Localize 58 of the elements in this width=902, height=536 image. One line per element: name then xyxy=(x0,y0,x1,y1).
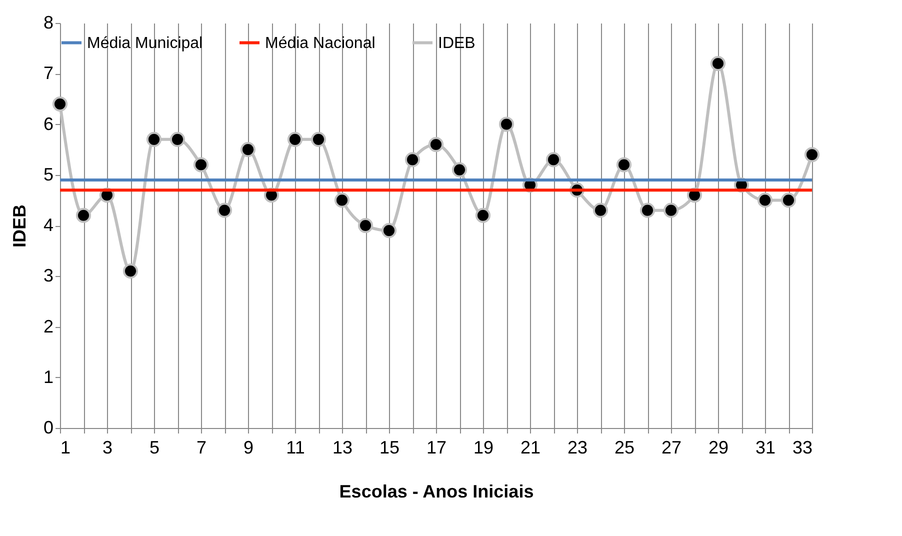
point xyxy=(757,192,773,208)
point xyxy=(592,202,608,218)
x-tick-label: 27 xyxy=(661,438,682,458)
point xyxy=(452,162,468,178)
point xyxy=(381,223,397,238)
point xyxy=(428,136,444,152)
y-tick-label: 6 xyxy=(43,114,54,134)
x-tick-label: 19 xyxy=(473,438,494,458)
x-tick-label: 9 xyxy=(243,438,254,458)
point xyxy=(404,152,420,168)
x-tick-label: 11 xyxy=(286,438,305,458)
point xyxy=(310,132,326,147)
point xyxy=(122,264,138,279)
x-tick-label: 1 xyxy=(60,438,71,458)
point xyxy=(546,152,562,168)
x-tick-label: 33 xyxy=(792,438,812,458)
y-tick-label: 3 xyxy=(43,266,54,286)
point xyxy=(780,192,796,208)
point xyxy=(240,142,256,158)
point xyxy=(640,202,656,218)
point xyxy=(358,218,374,234)
y-tick-label: 4 xyxy=(43,215,54,235)
x-tick-label: 31 xyxy=(755,438,776,458)
point xyxy=(76,208,92,223)
point xyxy=(52,96,68,112)
point xyxy=(475,208,491,223)
y-tick-label: 7 xyxy=(43,63,54,84)
point xyxy=(804,147,820,162)
y-tick-label: 1 xyxy=(43,366,54,387)
y-tick-label: 5 xyxy=(43,164,54,184)
x-tick-label: 21 xyxy=(520,438,541,458)
point xyxy=(710,56,726,72)
legend-label: Média Municipal xyxy=(87,34,203,52)
x-tick-label: 5 xyxy=(149,438,160,458)
point xyxy=(334,192,350,208)
point xyxy=(146,132,162,147)
x-tick-label: 17 xyxy=(426,438,447,458)
point xyxy=(287,132,303,147)
point xyxy=(216,202,232,218)
y-tick-label: 8 xyxy=(43,12,54,32)
x-tick-label: 15 xyxy=(379,438,400,458)
x-tick-label: 29 xyxy=(708,438,729,458)
legend-label: Média Nacional xyxy=(265,34,376,52)
x-axis-title: Escolas - Anos Iniciais xyxy=(339,482,534,502)
x-tick-label: 13 xyxy=(332,438,353,458)
x-tick-label: 3 xyxy=(102,438,113,458)
point xyxy=(663,202,679,218)
point xyxy=(193,157,209,172)
point xyxy=(170,132,186,147)
point xyxy=(498,116,514,132)
x-tick-label: 23 xyxy=(567,438,588,458)
x-tick-label: 25 xyxy=(614,438,635,458)
legend-label: IDEB xyxy=(438,34,476,52)
x-tick-label: 7 xyxy=(196,438,207,458)
y-tick-label: 0 xyxy=(43,418,54,438)
point xyxy=(616,157,632,172)
y-axis-title: IDEB xyxy=(9,204,30,248)
y-tick-label: 2 xyxy=(43,316,54,336)
